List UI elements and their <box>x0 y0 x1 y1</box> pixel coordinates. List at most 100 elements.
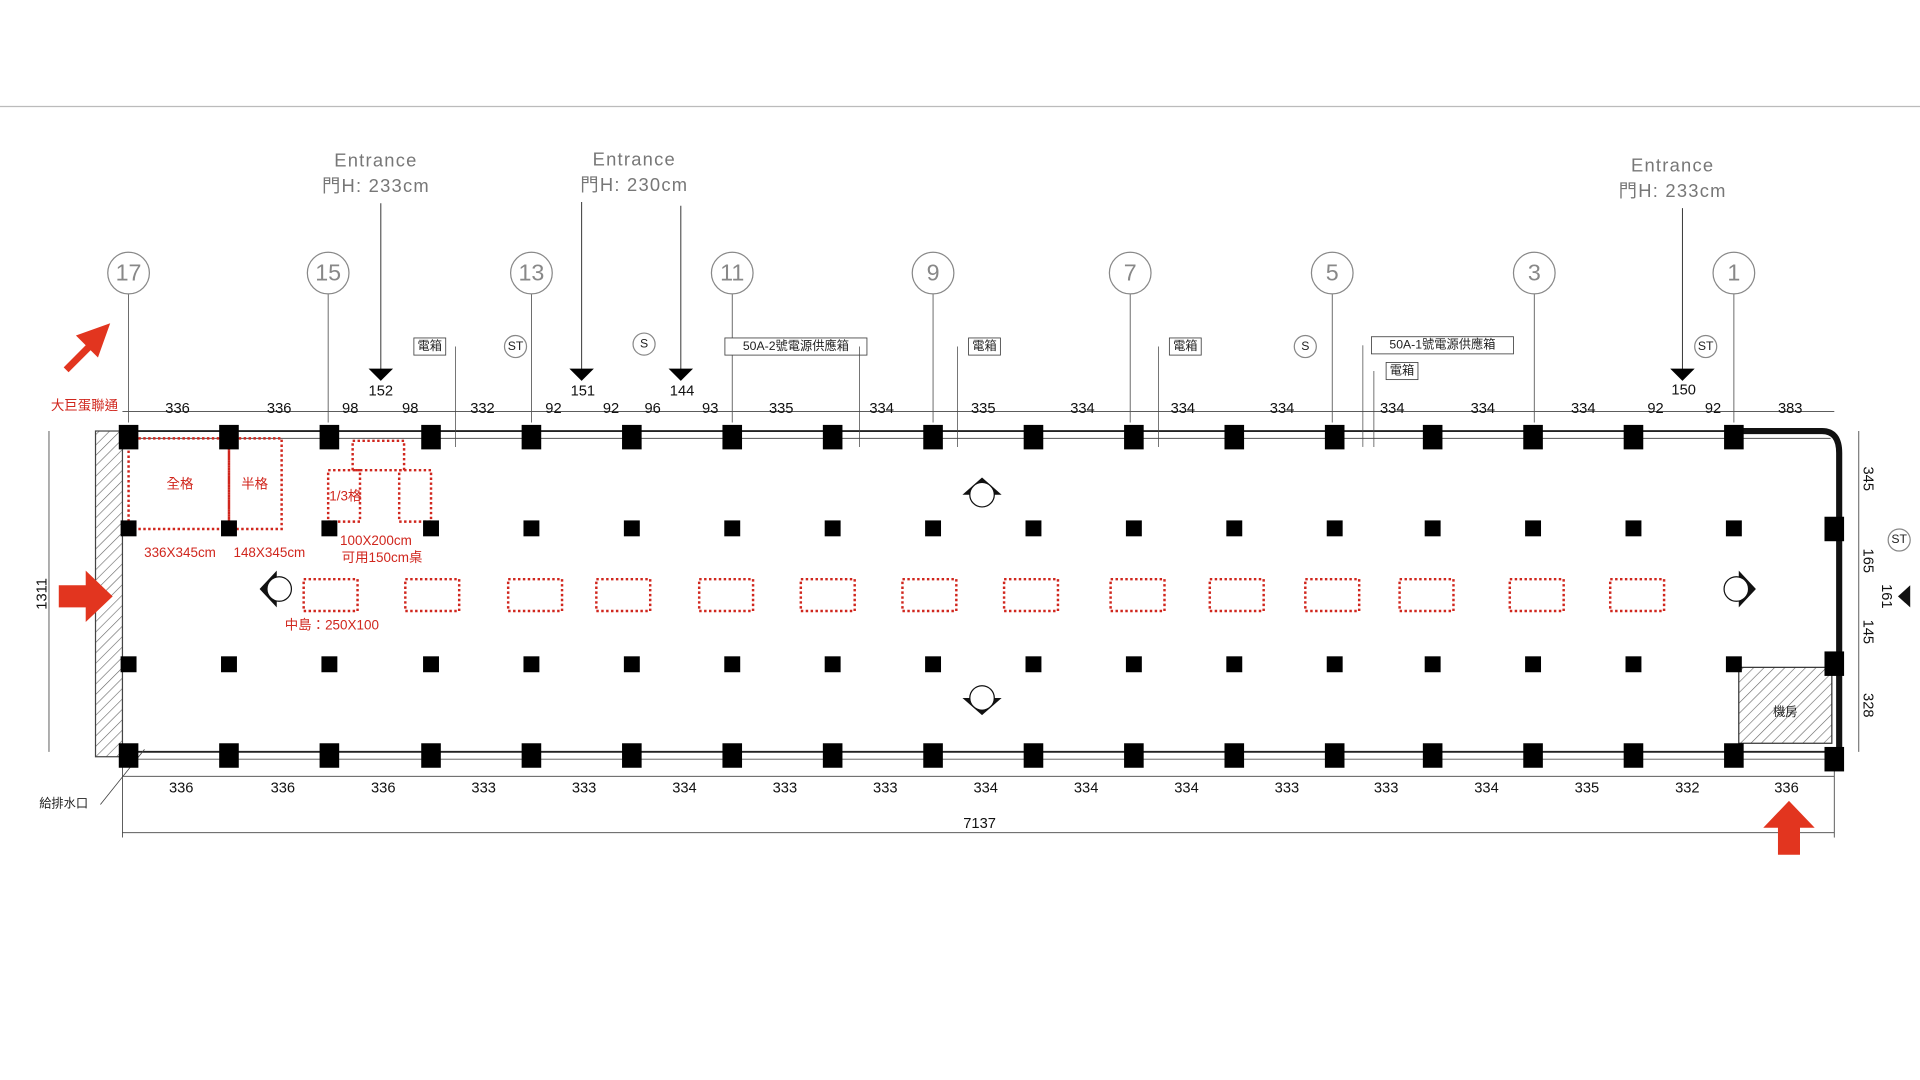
pillar <box>1424 656 1441 673</box>
dimension: 335 <box>971 401 996 417</box>
grid-bubble <box>1310 251 1354 295</box>
entrance-arrow <box>569 368 594 381</box>
equipment-label: 電箱 <box>1173 339 1197 353</box>
section-marker <box>266 576 293 602</box>
island-booth <box>404 577 461 613</box>
entrance-arrow <box>668 368 694 381</box>
dimension: 336 <box>371 780 396 796</box>
dimension: 332 <box>470 401 495 417</box>
grid-bubble <box>306 251 350 295</box>
grid-bubble <box>710 251 754 295</box>
dimension: 333 <box>572 780 597 796</box>
pillar <box>120 520 137 537</box>
label-box <box>1371 336 1514 355</box>
pillar <box>724 656 741 673</box>
symbol-label: ST <box>1891 532 1907 546</box>
pillar <box>120 656 137 673</box>
pillar <box>1324 424 1345 450</box>
island-booth <box>595 577 652 613</box>
dimension: 92 <box>1647 401 1663 417</box>
dimension: 92 <box>603 401 619 417</box>
pillar <box>1422 424 1443 450</box>
dimension: 96 <box>644 401 660 417</box>
dimension: 333 <box>1374 780 1399 796</box>
dimension: 334 <box>1174 780 1199 796</box>
pillar <box>1623 424 1644 450</box>
grid-label: 15 <box>315 259 341 285</box>
section-marker <box>969 481 995 508</box>
pillar <box>1424 520 1441 537</box>
pillar <box>319 743 340 768</box>
dimension: 1311 <box>35 578 51 610</box>
pillar <box>319 424 340 450</box>
island-booth <box>506 577 564 613</box>
dimension: 334 <box>1171 401 1196 417</box>
pillar <box>1525 656 1542 673</box>
pillar <box>923 424 943 450</box>
dimension: 336 <box>1774 780 1799 796</box>
grid-bubble <box>911 251 955 295</box>
dimension: 333 <box>773 780 798 796</box>
pillar <box>1725 520 1742 537</box>
pillar <box>1326 520 1343 537</box>
pillar <box>1422 743 1443 768</box>
pillar <box>722 743 743 768</box>
symbol-circle <box>1887 528 1911 552</box>
pillar <box>925 520 942 537</box>
label-box <box>1168 337 1202 356</box>
dimension: 92 <box>1705 401 1721 417</box>
island-booth <box>1109 577 1166 613</box>
dimension: 334 <box>869 401 894 417</box>
dimension: 334 <box>1474 780 1499 796</box>
pillar <box>1224 743 1245 768</box>
pillar <box>1023 743 1044 768</box>
dimension: 92 <box>545 401 561 417</box>
pillar <box>822 743 843 768</box>
label-box <box>724 337 868 356</box>
symbol-circle <box>1694 334 1718 359</box>
pillar <box>1023 424 1044 450</box>
pillar <box>623 520 640 537</box>
dimension: 93 <box>702 401 718 417</box>
booth-label: 可用150cm桌 <box>342 550 423 565</box>
dimension: 145 <box>1859 620 1875 645</box>
pillar <box>1124 424 1144 450</box>
grid-bubble <box>1108 251 1152 295</box>
dimension: 334 <box>1074 780 1099 796</box>
grid-label: 7 <box>1124 259 1137 285</box>
pillar <box>1124 743 1144 768</box>
pillar <box>118 424 139 450</box>
booth-third <box>326 468 362 523</box>
dimension: 328 <box>1859 693 1875 718</box>
drain-label: 給排水口 <box>39 797 88 811</box>
section-marker <box>1723 576 1750 602</box>
pillar <box>423 656 439 673</box>
island-booth <box>1608 577 1666 613</box>
pillar <box>523 656 540 673</box>
booth-half <box>227 437 283 531</box>
pillar <box>1623 743 1644 768</box>
dimension: 152 <box>369 384 394 400</box>
pillar <box>722 424 743 450</box>
dimension: 332 <box>1675 780 1700 796</box>
dimension: 334 <box>1270 401 1295 417</box>
pillar <box>1226 520 1243 537</box>
entrance-height: 門H: 233cm <box>322 175 430 196</box>
pillar <box>1224 424 1245 450</box>
dimension: 144 <box>670 384 695 400</box>
pillar <box>219 424 239 450</box>
entrance-title: Entrance <box>334 149 417 170</box>
pillar <box>219 743 239 768</box>
pillar <box>221 520 237 537</box>
entrance-height: 門H: 233cm <box>1619 180 1727 201</box>
section-marker <box>969 685 995 711</box>
east-wall <box>1733 427 1843 752</box>
booth-label: 中島：250X100 <box>285 617 379 632</box>
island-booth <box>697 577 755 613</box>
pillar <box>1824 651 1845 676</box>
pillar <box>421 424 441 450</box>
symbol-label: S <box>1301 339 1309 353</box>
pillar <box>1326 656 1343 673</box>
entrance-arrow <box>1897 585 1911 608</box>
